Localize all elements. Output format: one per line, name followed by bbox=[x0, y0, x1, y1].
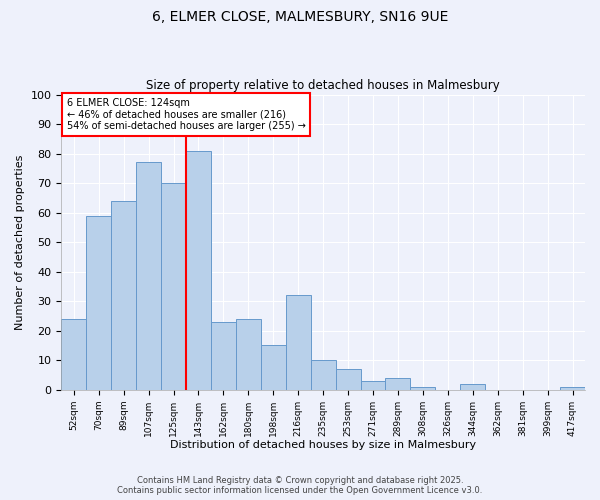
Bar bbox=[261, 346, 286, 390]
Bar bbox=[560, 387, 585, 390]
Bar bbox=[361, 381, 385, 390]
Text: 6, ELMER CLOSE, MALMESBURY, SN16 9UE: 6, ELMER CLOSE, MALMESBURY, SN16 9UE bbox=[152, 10, 448, 24]
X-axis label: Distribution of detached houses by size in Malmesbury: Distribution of detached houses by size … bbox=[170, 440, 476, 450]
Bar bbox=[111, 201, 136, 390]
Bar bbox=[136, 162, 161, 390]
Bar bbox=[335, 369, 361, 390]
Bar bbox=[86, 216, 111, 390]
Bar bbox=[385, 378, 410, 390]
Bar bbox=[236, 319, 261, 390]
Bar bbox=[286, 296, 311, 390]
Text: Contains HM Land Registry data © Crown copyright and database right 2025.
Contai: Contains HM Land Registry data © Crown c… bbox=[118, 476, 482, 495]
Bar bbox=[211, 322, 236, 390]
Bar bbox=[410, 387, 436, 390]
Bar bbox=[161, 183, 186, 390]
Bar bbox=[61, 319, 86, 390]
Bar bbox=[186, 150, 211, 390]
Title: Size of property relative to detached houses in Malmesbury: Size of property relative to detached ho… bbox=[146, 79, 500, 92]
Text: 6 ELMER CLOSE: 124sqm
← 46% of detached houses are smaller (216)
54% of semi-det: 6 ELMER CLOSE: 124sqm ← 46% of detached … bbox=[67, 98, 305, 130]
Bar bbox=[460, 384, 485, 390]
Y-axis label: Number of detached properties: Number of detached properties bbox=[15, 154, 25, 330]
Bar bbox=[311, 360, 335, 390]
